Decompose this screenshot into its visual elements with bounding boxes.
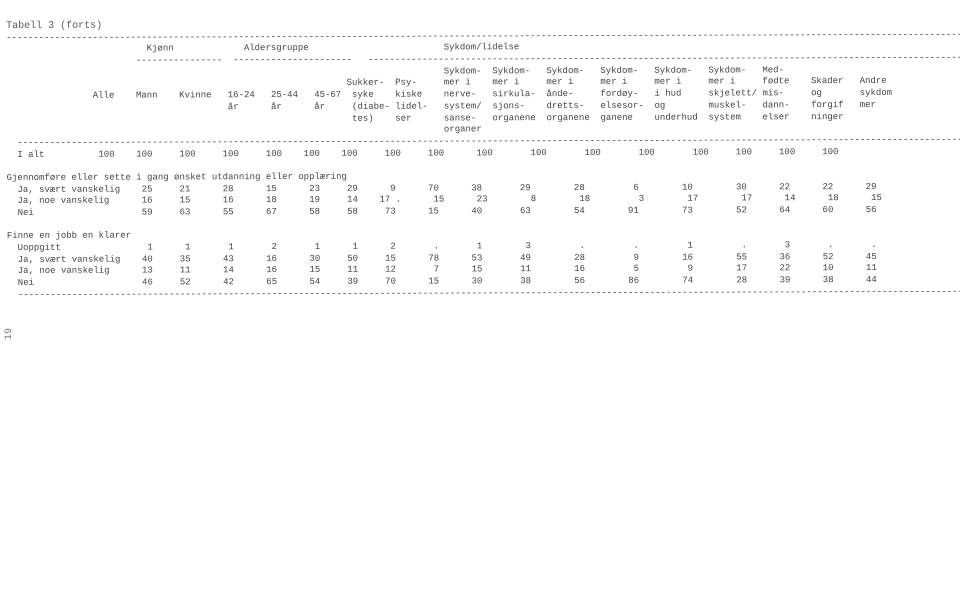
header-row-1: Sykdom- Sykdom- Sykdom- Sykdom- Sykdom- … (6, 65, 784, 78)
row-s1r2: Ja, noe vanskelig 16 15 16 18 19 14 17 .… (7, 193, 882, 206)
header-row-5: tes) ser sanse- organene organene ganene… (6, 112, 843, 125)
section-2-title: Finne en jobb en klarer (7, 231, 131, 241)
table-title: Tabell 3 (forts) (6, 20, 102, 31)
rule: ----------------------------------------… (6, 29, 960, 42)
row-ialt: I alt 100 100 100 100 100 100 100 100 10… (7, 147, 839, 160)
col-group-sykdom: Sykdom/lidelse (444, 43, 520, 53)
section-1-title: Gjennomføre eller sette i gang ønsket ut… (7, 172, 347, 183)
header-row-6: organer (6, 125, 481, 137)
row-label: Ja, svært vanskelig (18, 254, 121, 264)
sub-rule: ---------------- ---------------------- … (6, 52, 960, 66)
row-s2r3: Nei 46 52 42 65 54 39 70 15 30 38 56 86 … (7, 275, 877, 288)
page-side-number: 19 (4, 328, 15, 340)
monospace-table-page: Tabell 3 (forts) -----------------------… (0, 0, 960, 301)
row-s1r3: Nei 59 63 55 67 58 58 73 15 40 63 54 91 … (7, 205, 877, 218)
row-label: Nei (18, 278, 34, 288)
row-s2r2: Ja, noe vanskelig 13 11 14 16 15 11 12 7… (7, 263, 877, 276)
row-s2r1: Ja, svært vanskelig 40 35 43 16 30 50 15… (7, 252, 877, 265)
row-s1r1: Ja, svært vanskelig 25 21 28 15 23 29 9 … (7, 182, 877, 195)
row-label: Uoppgitt (18, 243, 61, 253)
row-label: Ja, svært vanskelig (17, 184, 120, 194)
rule-3: ----------------------------------------… (7, 286, 960, 299)
header-row-2: Sukker- Psy- mer i mer i mer i mer i mer… (6, 76, 886, 89)
row-label: Nei (18, 208, 34, 218)
col-group-kjonn: Kjønn (147, 44, 174, 54)
row-s2r0: Uoppgitt 1 1 1 2 1 1 2 . 1 3 . . 1 . 3 .… (7, 240, 877, 253)
header-row-3: Alle Mann Kvinne 16-24 25-44 45-67 syke … (6, 88, 892, 101)
header-row-groups: Kjønn Aldersgruppe Sykdom/lidelse (6, 43, 519, 55)
row-label: I alt (17, 149, 44, 159)
row-label: Ja, noe vanskelig (17, 196, 109, 206)
col-group-alder: Aldersgruppe (244, 43, 309, 53)
row-label: Ja, noe vanskelig (18, 266, 110, 276)
header-row-4: år år år (diabe- lidel- system/ sjons- d… (6, 100, 876, 113)
